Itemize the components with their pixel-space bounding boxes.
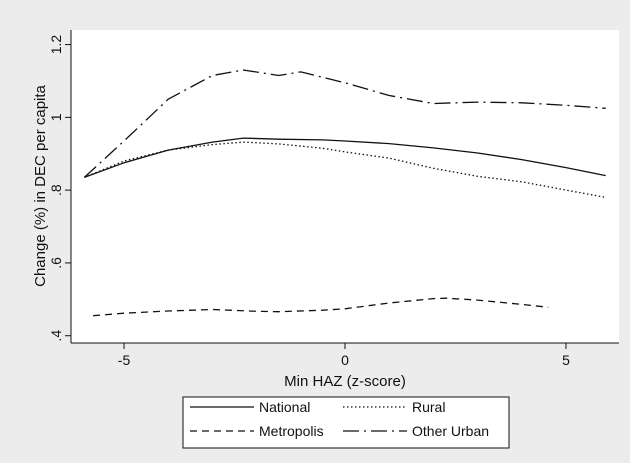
y-tick-label: .6 — [48, 257, 64, 269]
legend-label: National — [259, 399, 310, 415]
x-axis-title: Min HAZ (z-score) — [284, 373, 406, 390]
y-axis-title: Change (%) in DEC per capita — [32, 84, 49, 286]
series-line-metropolis — [93, 297, 549, 317]
x-tick-label: 5 — [562, 352, 570, 368]
x-tick-label: 0 — [341, 352, 349, 368]
legend-box — [182, 396, 510, 449]
series-line-national — [84, 137, 606, 179]
y-tick-label: 1 — [48, 113, 64, 121]
x-tick-label: -5 — [118, 352, 131, 368]
legend-items: National Rural Metropolis Other Urban — [190, 399, 489, 439]
series-line-other-urban — [83, 69, 606, 178]
x-axis-ticks: -5 0 5 — [118, 343, 570, 368]
series-lines — [83, 69, 606, 317]
legend-label: Other Urban — [412, 423, 489, 439]
legend: National Rural Metropolis Other Urban — [182, 396, 510, 449]
plot-area — [71, 30, 619, 343]
y-tick-label: 1.2 — [48, 35, 64, 55]
y-tick-label: .8 — [48, 184, 64, 196]
legend-label: Rural — [412, 399, 445, 415]
legend-label: Metropolis — [259, 423, 324, 439]
y-tick-label: .4 — [48, 330, 64, 342]
y-axis-ticks: .4 .6 .8 1 1.2 — [48, 35, 71, 342]
